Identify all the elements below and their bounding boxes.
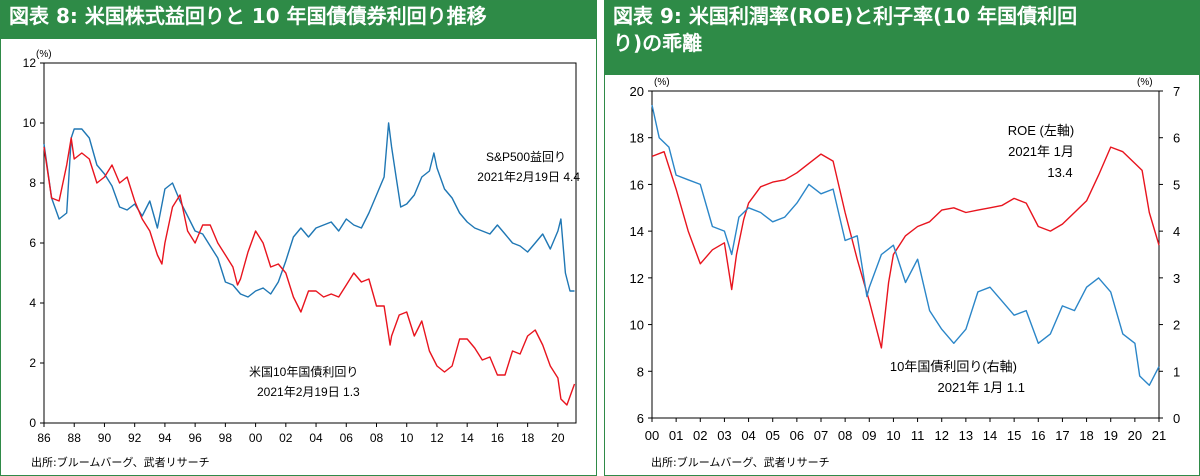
x-tick-label: 09 [862, 428, 876, 443]
chart-source: 出所:ブルームバーグ、武者リサーチ [651, 456, 830, 469]
y-tick-label-left: 6 [637, 411, 644, 426]
x-tick-label: 03 [717, 428, 731, 443]
chart-source: 出所:ブルームバーグ、武者リサーチ [31, 456, 210, 469]
y-tick-label-left: 20 [630, 84, 644, 99]
x-tick-label: 19 [1103, 428, 1117, 443]
y-unit-label-right: (%) [1137, 77, 1153, 88]
x-tick-label: 11 [911, 428, 925, 443]
x-tick-label: 14 [983, 428, 997, 443]
y-tick-label-left: 8 [637, 364, 644, 379]
annotation-label: ROE (左軸) [1008, 123, 1074, 138]
x-tick-label: 01 [669, 428, 683, 443]
annotation-label: 米国10年国債利回り [249, 364, 358, 379]
x-tick-label: 10 [886, 428, 900, 443]
x-tick-label: 94 [158, 431, 172, 445]
y-tick-label-right: 7 [1173, 84, 1180, 99]
y-tick-label-left: 18 [630, 131, 644, 146]
chart-title-bar: 図表 9: 米国利潤率(ROE)と利子率(10 年国債利回 り)の乖離 [605, 1, 1199, 75]
x-tick-label: 96 [188, 431, 202, 445]
annotation-label: 10年国債利回り(右軸) [890, 359, 1017, 374]
x-tick-label: 92 [128, 431, 142, 445]
y-tick-label: 4 [29, 296, 36, 310]
x-tick-label: 20 [551, 431, 565, 445]
y-tick-label: 12 [23, 56, 37, 70]
y-tick-label-right: 4 [1173, 224, 1180, 239]
annotation-label: 2021年 1月 1.1 [938, 380, 1025, 395]
series-line [651, 104, 1160, 386]
annotation-label: 13.4 [1047, 165, 1072, 180]
x-tick-label: 05 [765, 428, 779, 443]
y-tick-label: 2 [29, 356, 36, 370]
x-tick-label: 98 [219, 431, 233, 445]
x-tick-label: 18 [1079, 428, 1093, 443]
x-tick-label: 15 [1007, 428, 1021, 443]
annotation-label: 2021年2月19日 4.4 [477, 170, 580, 184]
y-tick-label: 6 [29, 236, 36, 250]
x-tick-label: 07 [814, 428, 828, 443]
annotation-label: 2021年2月19日 1.3 [257, 385, 360, 399]
y-unit-label: (%) [36, 49, 52, 60]
chart-title-bar: 図表 8: 米国株式益回りと 10 年国債債券利回り推移 [1, 1, 596, 39]
y-tick-label-right: 5 [1173, 177, 1180, 192]
series-line [651, 146, 1160, 349]
x-tick-label: 04 [741, 428, 755, 443]
chart-title: 図表 8: 米国株式益回りと 10 年国債債券利回り推移 [9, 4, 487, 28]
x-tick-label: 06 [340, 431, 354, 445]
x-tick-label: 08 [838, 428, 852, 443]
series-line [43, 122, 575, 298]
x-tick-label: 16 [491, 431, 505, 445]
y-tick-label-left: 14 [630, 224, 644, 239]
x-tick-label: 90 [98, 431, 112, 445]
y-tick-label-right: 2 [1173, 318, 1180, 333]
x-tick-label: 12 [430, 431, 444, 445]
y-tick-label: 0 [29, 416, 36, 430]
annotation-label: S&P500益回り [486, 150, 566, 164]
chart-panel-roe: 図表 9: 米国利潤率(ROE)と利子率(10 年国債利回 り)の乖離 (%) (… [604, 0, 1200, 476]
series-line [43, 137, 576, 406]
y-tick-label-left: 12 [630, 271, 644, 286]
y-tick-label: 8 [29, 176, 36, 190]
y-tick-label-right: 3 [1173, 271, 1180, 286]
x-tick-label: 10 [400, 431, 414, 445]
y-unit-label-left: (%) [654, 77, 670, 88]
y-tick-label: 10 [23, 116, 37, 130]
plot-area [651, 90, 1160, 419]
x-tick-label: 04 [309, 431, 323, 445]
x-tick-label: 13 [959, 428, 973, 443]
x-tick-label: 16 [1031, 428, 1045, 443]
x-tick-label: 08 [370, 431, 384, 445]
x-tick-label: 12 [934, 428, 948, 443]
annotation-label: 2021年 1月 [1008, 144, 1074, 159]
x-tick-label: 02 [279, 431, 293, 445]
y-tick-label-right: 0 [1173, 411, 1180, 426]
x-tick-label: 20 [1128, 428, 1142, 443]
chart-title-line2: り)の乖離 [613, 31, 703, 55]
x-tick-label: 17 [1055, 428, 1069, 443]
y-tick-label-left: 10 [630, 318, 644, 333]
x-tick-label: 88 [68, 431, 82, 445]
x-tick-label: 00 [645, 428, 659, 443]
x-tick-label: 14 [461, 431, 475, 445]
x-tick-label: 00 [249, 431, 263, 445]
x-tick-label: 18 [521, 431, 535, 445]
chart-panel-yield: 図表 8: 米国株式益回りと 10 年国債債券利回り推移 (%) 0 2 4 6 8 10 1… [0, 0, 597, 476]
x-tick-label: 02 [693, 428, 707, 443]
x-tick-label: 21 [1152, 428, 1166, 443]
x-tick-label: 86 [37, 431, 51, 445]
x-tick-label: 06 [790, 428, 804, 443]
y-tick-label-right: 6 [1173, 131, 1180, 146]
chart-title-line1: 図表 9: 米国利潤率(ROE)と利子率(10 年国債利回 [613, 4, 1078, 28]
y-tick-label-left: 16 [630, 177, 644, 192]
y-tick-label-right: 1 [1173, 364, 1180, 379]
